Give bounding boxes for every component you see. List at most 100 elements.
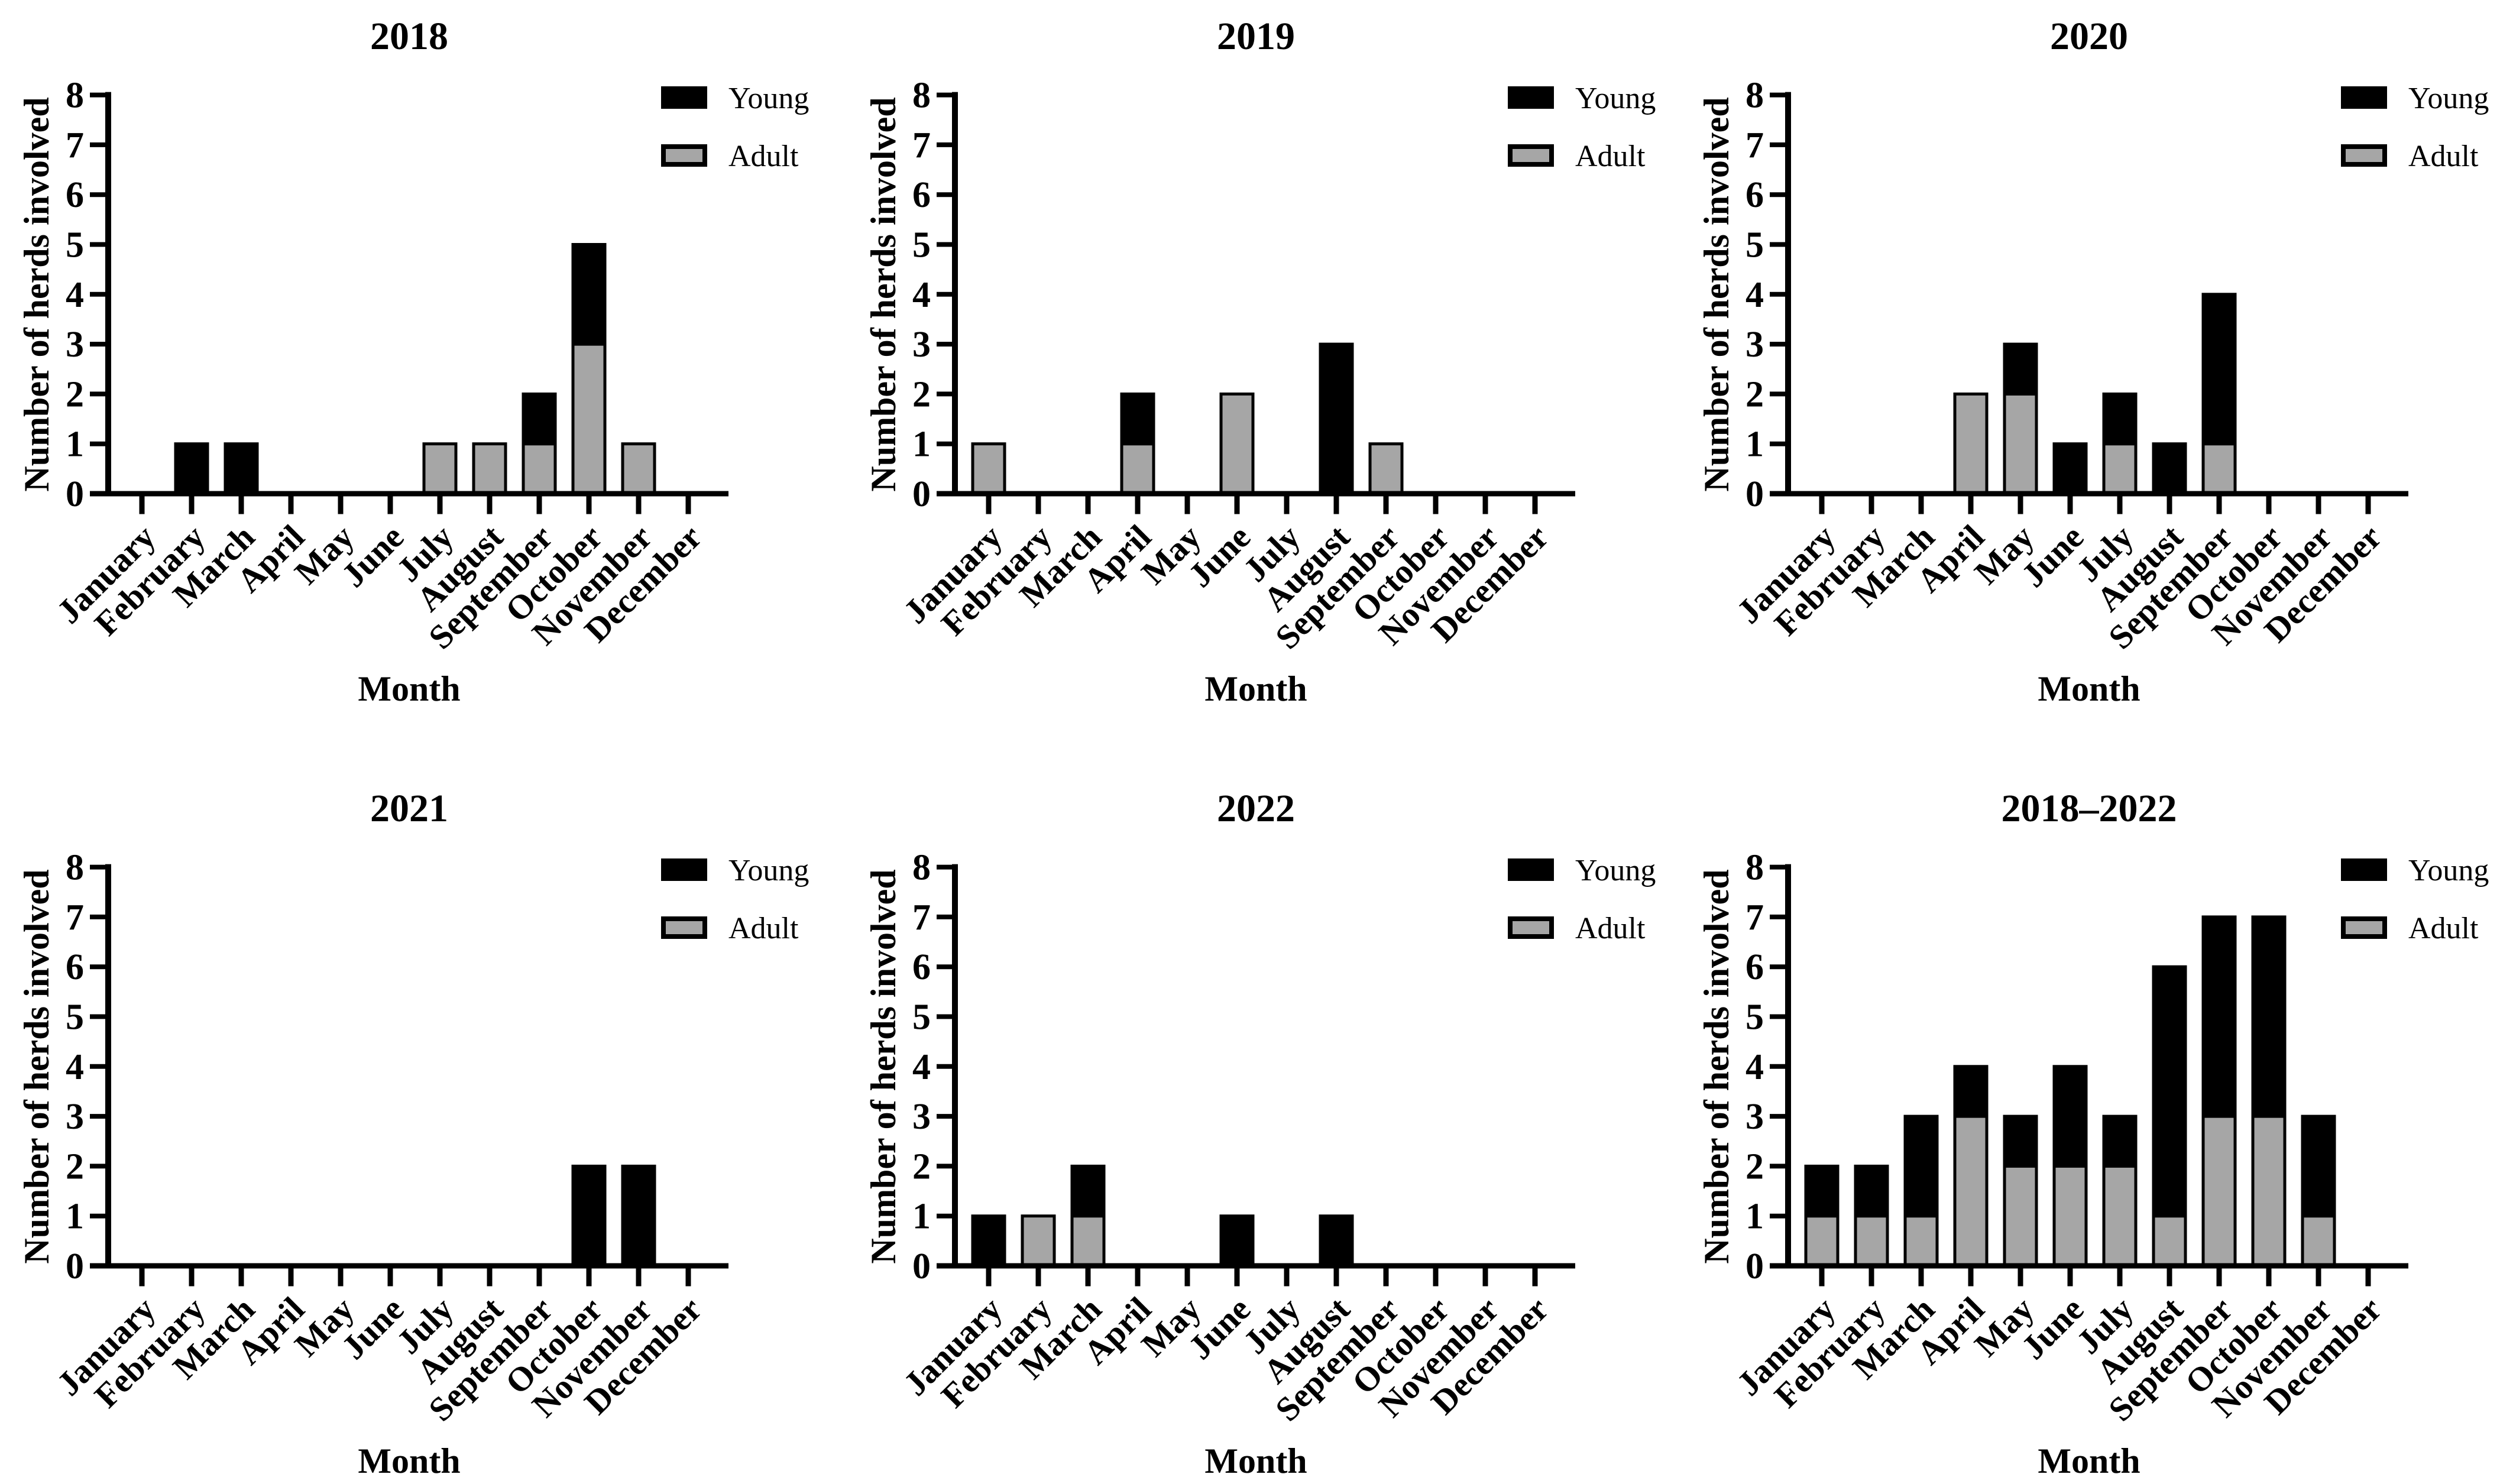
- y-axis-label: Number of herds involved: [1697, 869, 1736, 1263]
- chart-2020: 012345678JanuaryFebruaryMarchAprilMayJun…: [1680, 0, 2500, 712]
- chart-2022: 012345678JanuaryFebruaryMarchAprilMayJun…: [847, 772, 1675, 1484]
- y-tick-label: 2: [912, 1146, 931, 1187]
- y-tick-label: 3: [66, 325, 84, 365]
- legend-adult-swatch: [661, 144, 707, 167]
- bar-segment-young: [2201, 915, 2237, 1118]
- y-tick-label: 5: [1746, 997, 1764, 1038]
- bar-segment-young: [1319, 1214, 1354, 1268]
- chart-title: 2022: [1217, 787, 1295, 830]
- legend-young-swatch: [661, 86, 707, 109]
- y-axis-label-group: Number of herds involved: [1697, 97, 1736, 491]
- bar-segment-adult: [2152, 1214, 2187, 1268]
- chart-2018: 012345678JanuaryFebruaryMarchAprilMayJun…: [0, 0, 828, 712]
- legend-adult-label: Adult: [1575, 912, 1646, 945]
- bar-segment-young: [1319, 342, 1354, 495]
- legend-young-label: Young: [2408, 854, 2489, 887]
- x-axis-label: Month: [358, 1441, 460, 1480]
- bar-segment-young: [1120, 392, 1155, 446]
- chart-title: 2021: [370, 787, 448, 830]
- legend-young-label: Young: [728, 854, 809, 887]
- y-axis-label-group: Number of herds involved: [17, 97, 56, 491]
- legend-adult-label: Adult: [728, 912, 799, 945]
- y-tick-label: 5: [1746, 225, 1764, 265]
- bar-segment-adult: [2301, 1214, 2336, 1268]
- bar-segment-adult: [621, 442, 656, 495]
- bar-segment-young: [2003, 342, 2038, 396]
- chart-background: [1680, 772, 2500, 1484]
- y-tick-label: 7: [66, 125, 84, 166]
- y-tick-label: 5: [66, 225, 84, 265]
- y-tick-label: 4: [66, 275, 84, 315]
- legend-adult-swatch: [661, 916, 707, 939]
- legend-young-swatch: [1508, 858, 1554, 881]
- chart-panel-3: 0 1 2 3 4 5 6 7 8 January February March April May Jun…: [0, 772, 828, 1484]
- bar-segment-young: [2201, 293, 2237, 446]
- chart-panel-4: 0 1 2 3 4 5 6 7 8 January February March April May Jun…: [847, 772, 1675, 1484]
- bar-segment-young: [1953, 1065, 1989, 1118]
- legend-adult-swatch: [2341, 144, 2387, 167]
- chart-title: 2020: [2050, 15, 2128, 58]
- y-tick-label: 6: [912, 947, 931, 987]
- y-axis-label: Number of herds involved: [17, 869, 56, 1263]
- bar-segment-adult: [1368, 442, 1404, 495]
- y-tick-label: 8: [912, 848, 931, 888]
- bar-segment-young: [1854, 1164, 1889, 1218]
- y-tick-label: 3: [1746, 325, 1764, 365]
- y-tick-label: 8: [1746, 848, 1764, 888]
- chart-2021: 012345678JanuaryFebruaryMarchAprilMayJun…: [0, 772, 828, 1484]
- y-tick-label: 4: [912, 1047, 931, 1087]
- y-tick-label: 4: [1746, 1047, 1764, 1087]
- bar-segment-young: [2052, 1065, 2088, 1168]
- y-tick-label: 3: [1746, 1097, 1764, 1137]
- chart-title: 2018–2022: [2002, 787, 2177, 830]
- legend-young-label: Young: [2408, 82, 2489, 115]
- y-tick-label: 3: [66, 1097, 84, 1137]
- y-tick-label: 1: [66, 1197, 84, 1237]
- y-tick-label: 2: [912, 374, 931, 414]
- bar-segment-adult: [2102, 442, 2138, 495]
- chart-background: [1680, 0, 2500, 712]
- y-tick-label: 5: [66, 997, 84, 1038]
- legend-young-swatch: [2341, 86, 2387, 109]
- y-tick-label: 1: [66, 425, 84, 465]
- bar-segment-adult: [1953, 392, 1989, 495]
- y-tick-label: 0: [66, 1246, 84, 1287]
- y-tick-label: 3: [912, 1097, 931, 1137]
- bar-segment-young: [2301, 1114, 2336, 1218]
- bar-segment-adult: [1903, 1214, 1939, 1268]
- bar-segment-adult: [2052, 1164, 2088, 1268]
- bar-segment-adult: [2201, 442, 2237, 495]
- bar-segment-adult: [1953, 1114, 1989, 1268]
- bar-segment-adult: [2102, 1164, 2138, 1268]
- bar-segment-young: [1219, 1214, 1255, 1268]
- bar-segment-adult: [1854, 1214, 1889, 1268]
- chart-panel-2: 0 1 2 3 4 5 6 7 8 January February March April May Jun…: [1680, 0, 2500, 712]
- bar-segment-adult: [2003, 1164, 2038, 1268]
- bar-segment-young: [2152, 442, 2187, 495]
- y-tick-label: 0: [912, 1246, 931, 1287]
- y-tick-label: 4: [1746, 275, 1764, 315]
- x-axis-label: Month: [1204, 669, 1307, 708]
- y-tick-label: 6: [912, 175, 931, 215]
- y-axis-label-group: Number of herds involved: [1697, 869, 1736, 1263]
- bar-segment-young: [1070, 1164, 1106, 1218]
- y-tick-label: 6: [66, 175, 84, 215]
- bar-segment-young: [1903, 1114, 1939, 1218]
- y-tick-label: 8: [66, 848, 84, 888]
- bar-segment-young: [174, 442, 209, 495]
- bar-segment-young: [224, 442, 259, 495]
- y-tick-label: 8: [66, 76, 84, 116]
- legend-young-label: Young: [1575, 82, 1656, 115]
- bar-segment-young: [621, 1164, 656, 1268]
- chart-background: [0, 772, 828, 1484]
- y-tick-label: 8: [912, 76, 931, 116]
- bar-segment-adult: [2201, 1114, 2237, 1268]
- chart-panel-1: 0 1 2 3 4 5 6 7 8 January February March April May Jun…: [847, 0, 1675, 712]
- chart-background: [847, 772, 1675, 1484]
- bar-segment-adult: [571, 342, 607, 495]
- bar-segment-adult: [1804, 1214, 1840, 1268]
- bar-segment-young: [571, 243, 607, 346]
- y-tick-label: 5: [912, 997, 931, 1038]
- y-axis-label-group: Number of herds involved: [17, 869, 56, 1263]
- y-tick-label: 1: [912, 425, 931, 465]
